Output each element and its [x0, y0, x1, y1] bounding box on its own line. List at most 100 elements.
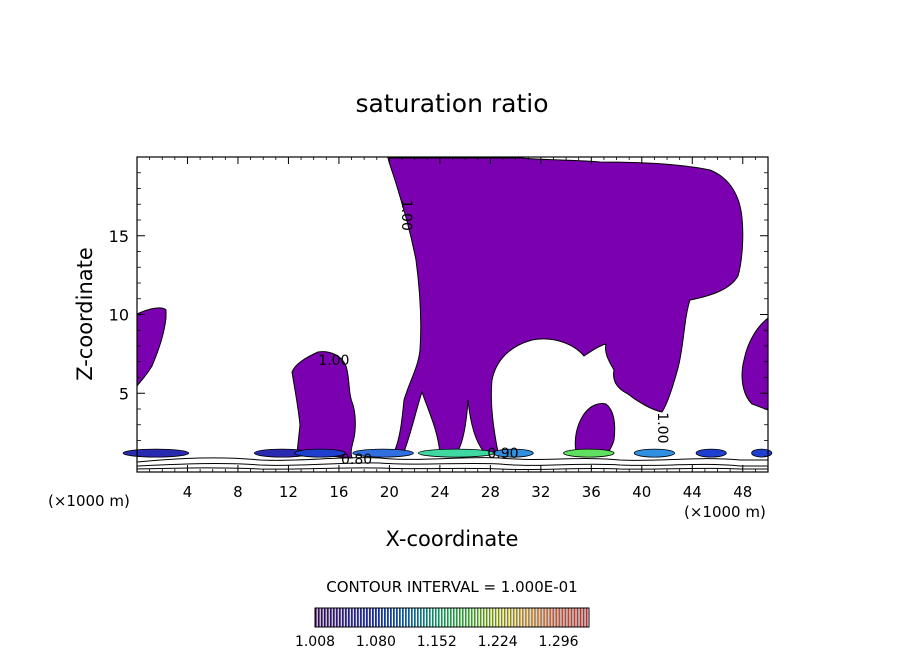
- colorbar-swatch: [537, 608, 540, 627]
- colorbar-swatch: [528, 608, 531, 627]
- colorbar-swatch: [519, 608, 522, 627]
- x-tick-label: 20: [380, 483, 399, 501]
- colorbar-swatch: [423, 608, 426, 627]
- low-band: [418, 448, 495, 458]
- colorbar-swatch: [453, 608, 456, 627]
- low-band: [492, 448, 534, 458]
- colorbar-swatch: [549, 608, 552, 627]
- low-band: [122, 448, 190, 458]
- colorbar-swatch: [327, 608, 329, 627]
- colorbar: [314, 607, 590, 628]
- colorbar-swatch: [378, 608, 380, 627]
- y-tick-label: 15: [109, 227, 129, 246]
- surface-contour-lines: [136, 457, 768, 471]
- colorbar-swatch: [540, 608, 543, 627]
- colorbar-swatch: [564, 608, 567, 627]
- plot-area: 1.00 1.00 0.80 0.90 1.00: [122, 157, 773, 471]
- colorbar-swatch: [420, 608, 423, 627]
- y-axis-label: Z-coordinate: [73, 247, 97, 381]
- contour-label: 1.00: [318, 353, 349, 369]
- colorbar-swatch: [411, 608, 414, 627]
- colorbar-swatch: [576, 608, 579, 627]
- colorbar-swatch: [372, 608, 374, 627]
- colorbar-swatch: [558, 608, 561, 627]
- region-large-anvil: [387, 157, 744, 455]
- colorbar-swatch: [495, 608, 498, 627]
- colorbar-swatch: [507, 608, 510, 627]
- colorbar-swatch: [468, 608, 471, 627]
- colorbar-swatch: [363, 608, 365, 627]
- x-tick-label: 4: [183, 483, 193, 501]
- x-tick-label: 48: [733, 483, 752, 501]
- colorbar-swatch: [516, 608, 519, 627]
- colorbar-swatch: [432, 608, 435, 627]
- colorbar-swatch: [339, 608, 341, 627]
- colorbar-swatch: [456, 608, 459, 627]
- colorbar-swatch: [501, 608, 504, 627]
- colorbar-swatch: [354, 608, 356, 627]
- colorbar-swatch: [504, 608, 507, 627]
- colorbar-swatch: [435, 608, 438, 627]
- x-tick-label: 44: [683, 483, 702, 501]
- contour-labels: 1.00 1.00 0.80 0.90 1.00: [318, 200, 670, 468]
- colorbar-swatch: [321, 608, 323, 627]
- colorbar-swatch: [426, 608, 429, 627]
- colorbar-tick-label: 1.224: [478, 634, 518, 650]
- x-axis-label: X-coordinate: [386, 527, 519, 551]
- colorbar-swatch: [345, 608, 347, 627]
- colorbar-swatch: [429, 608, 432, 627]
- contour-interval-label: CONTOUR INTERVAL = 1.000E-01: [326, 578, 577, 596]
- colorbar-swatch: [471, 608, 474, 627]
- chart-title: saturation ratio: [355, 89, 548, 118]
- colorbar-swatch: [357, 608, 359, 627]
- region-tower-36: [574, 403, 616, 457]
- colorbar-swatch: [438, 608, 441, 627]
- colorbar-tick-labels: 1.008 1.080 1.152 1.224 1.296: [295, 634, 579, 650]
- colorbar-swatch: [477, 608, 480, 627]
- colorbar-swatch: [324, 608, 326, 627]
- colorbar-swatch: [336, 608, 338, 627]
- colorbar-swatch: [573, 608, 576, 627]
- contour-label: 1.00: [654, 412, 670, 443]
- colorbar-swatch: [351, 608, 353, 627]
- colorbar-tick-label: 1.152: [417, 634, 457, 650]
- low-band: [563, 448, 615, 458]
- colorbar-swatch: [555, 608, 558, 627]
- colorbar-swatch: [441, 608, 444, 627]
- colorbar-swatch: [342, 608, 344, 627]
- colorbar-swatch: [333, 608, 335, 627]
- low-level-supersaturation: [122, 448, 773, 458]
- region-left-edge: [136, 307, 167, 388]
- colorbar-swatch: [462, 608, 465, 627]
- y-tick-label: 5: [119, 384, 129, 403]
- colorbar-swatch: [525, 608, 528, 627]
- colorbar-swatch: [480, 608, 483, 627]
- colorbar-swatch: [396, 608, 398, 627]
- colorbar-swatch: [489, 608, 492, 627]
- low-band: [352, 448, 414, 458]
- colorbar-swatch: [546, 608, 549, 627]
- x-tick-label: 40: [632, 483, 651, 501]
- colorbar-swatch: [522, 608, 525, 627]
- x-tick-label: 12: [279, 483, 298, 501]
- colorbar-frame: [314, 607, 590, 628]
- colorbar-swatch: [552, 608, 555, 627]
- colorbar-swatch: [408, 608, 410, 627]
- x-tick-label: 28: [481, 483, 500, 501]
- y-axis-ticks: 5 10 15: [109, 172, 768, 457]
- colorbar-swatch: [402, 608, 404, 627]
- colorbar-swatch: [465, 608, 468, 627]
- colorbar-swatch: [387, 608, 389, 627]
- colorbar-swatch: [366, 608, 368, 627]
- low-band: [695, 448, 727, 458]
- colorbar-swatch: [330, 608, 332, 627]
- colorbar-swatch: [444, 608, 447, 627]
- colorbar-swatch: [393, 608, 395, 627]
- colorbar-tick-label: 1.080: [356, 634, 396, 650]
- colorbar-tick-label: 1.296: [539, 634, 579, 650]
- colorbar-swatch: [414, 608, 417, 627]
- contour-line: [136, 457, 768, 463]
- colorbar-swatch: [582, 608, 585, 627]
- colorbar-swatch: [417, 608, 420, 627]
- colorbar-swatch: [570, 608, 573, 627]
